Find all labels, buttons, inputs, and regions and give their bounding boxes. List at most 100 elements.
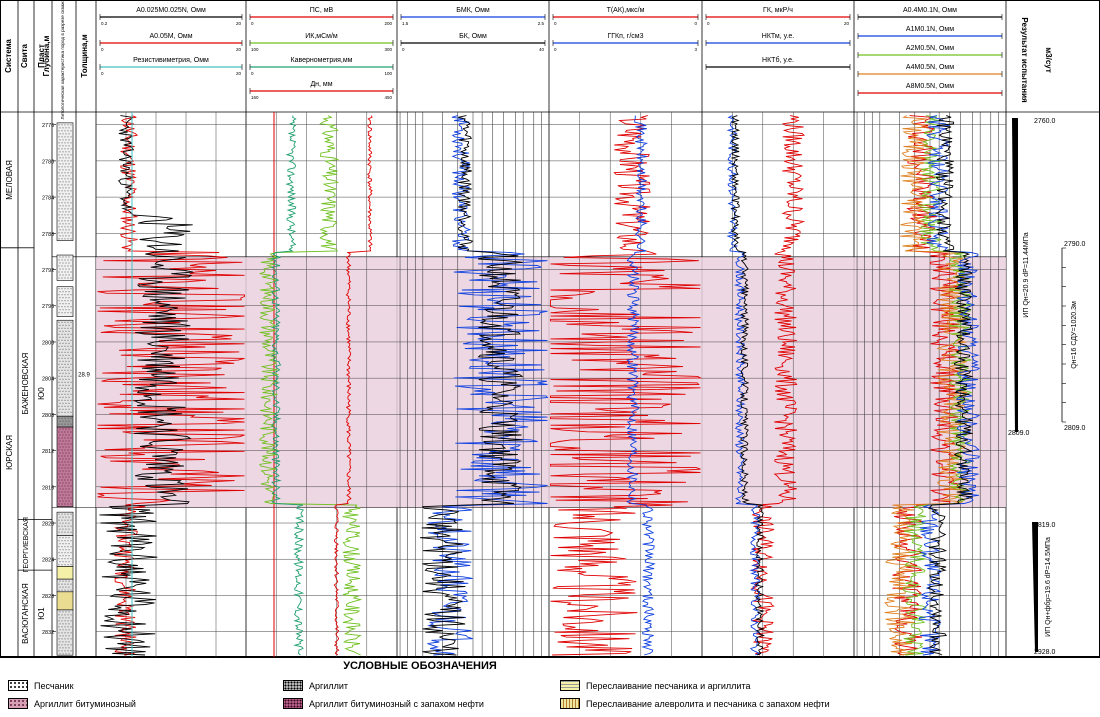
log-curve — [726, 115, 761, 656]
lithology-dot — [61, 455, 63, 457]
thickness-value: 28.9 — [78, 372, 90, 378]
lithology-dot — [61, 327, 63, 329]
lithology-dot — [61, 357, 63, 359]
lithology-dot — [67, 589, 69, 591]
depth-tick-label: 2828 — [42, 594, 54, 600]
lithology-dot — [70, 265, 72, 267]
lithology-dot — [64, 363, 66, 365]
bituminous-argillite-oil-swatch — [283, 698, 303, 709]
lithology-dot — [65, 611, 67, 613]
lithology-dot — [61, 411, 63, 413]
lithology-dot — [68, 366, 70, 368]
lithology-dot — [61, 589, 63, 591]
lithology-dot — [68, 396, 70, 398]
lithology-dot — [70, 130, 72, 132]
scale-label-max: 3 — [694, 47, 697, 52]
header-result: Результат испытания — [1020, 17, 1029, 103]
lithology-dot — [62, 372, 64, 374]
lithology-dot — [70, 381, 72, 383]
lithology-dot — [61, 136, 63, 138]
lithology-dot — [68, 549, 70, 551]
lithology-dot — [68, 217, 70, 219]
lithology-dot — [61, 232, 63, 234]
lithology-dot — [58, 497, 60, 499]
lithology-dot — [64, 467, 66, 469]
lithology-dot — [70, 345, 72, 347]
legend-item-bituminous-argillite: Аргиллит битуминозный — [8, 698, 136, 709]
lithology-dot — [62, 555, 64, 557]
lithology-dot — [68, 428, 70, 430]
lithology-dot — [62, 440, 64, 442]
scale-label-max: 20 — [236, 21, 242, 26]
lithology-dot — [65, 223, 67, 225]
lithology-dot — [61, 513, 63, 515]
lithology-dot — [65, 262, 67, 264]
lithology-dot — [70, 259, 72, 261]
lithology-dot — [61, 503, 63, 505]
lithology-dot — [61, 431, 63, 433]
lithology-dot — [58, 437, 60, 439]
lithology-dot — [58, 650, 60, 652]
lithology-dot — [61, 491, 63, 493]
scale-label-min: 0 — [554, 21, 557, 26]
lithology-dot — [61, 525, 63, 527]
lithology-block — [56, 122, 74, 241]
lithology-dot — [67, 124, 69, 126]
lithology-dot — [59, 205, 61, 207]
lithology-block — [56, 254, 74, 281]
lithology-block — [56, 426, 74, 508]
lithology-dot — [59, 211, 61, 213]
lithology-dot — [59, 291, 61, 293]
argillite-swatch — [283, 680, 303, 691]
lithology-dot — [61, 497, 63, 499]
lithology-dot — [70, 178, 72, 180]
lithology-dot — [70, 321, 72, 323]
lithology-dot — [65, 235, 67, 237]
scale-label-max: 100 — [384, 71, 392, 76]
lithology-dot — [67, 196, 69, 198]
lithology-dot — [58, 327, 60, 329]
lithology-dot — [62, 145, 64, 147]
scale-label-min: 0 — [101, 47, 104, 52]
lithology-dot — [58, 525, 60, 527]
lithology-dot — [64, 259, 66, 261]
lithology-dot — [59, 528, 61, 530]
lithology-dot — [61, 294, 63, 296]
lithology-dot — [58, 136, 60, 138]
lithology-dot — [64, 327, 66, 329]
lithology-dot — [70, 208, 72, 210]
lithology-dot — [58, 277, 60, 279]
lithology-dot — [62, 623, 64, 625]
lithology-dot — [58, 294, 60, 296]
lithology-dot — [64, 190, 66, 192]
lithology-dot — [68, 268, 70, 270]
lithology-dot — [59, 133, 61, 135]
lithology-dot — [68, 127, 70, 129]
header-layer: Пласт — [37, 44, 46, 68]
lithology-dot — [58, 154, 60, 156]
lithology-dot — [65, 199, 67, 201]
lithology-dot — [70, 375, 72, 377]
lithology-dot — [68, 543, 70, 545]
bituminous-argillite-swatch — [8, 698, 28, 709]
lithology-dot — [65, 330, 67, 332]
sand-argillite-interbed-swatch — [560, 680, 580, 691]
lithology-dot — [68, 635, 70, 637]
lithology-dot — [58, 345, 60, 347]
lithology-dot — [68, 303, 70, 305]
lithology-dot — [61, 393, 63, 395]
lithology-dot — [62, 163, 64, 165]
lithology-dot — [70, 479, 72, 481]
lithology-dot — [61, 449, 63, 451]
curve-title: БК, Омм — [459, 33, 487, 40]
lithology-dot — [61, 473, 63, 475]
lithology-dot — [70, 399, 72, 401]
lithology-dot — [67, 357, 69, 359]
lithology-dot — [59, 446, 61, 448]
lithology-dot — [68, 641, 70, 643]
lithology-dot — [64, 473, 66, 475]
lithology-dot — [58, 160, 60, 162]
lithology-dot — [67, 232, 69, 234]
lithology-dot — [59, 555, 61, 557]
lithology-dot — [65, 342, 67, 344]
